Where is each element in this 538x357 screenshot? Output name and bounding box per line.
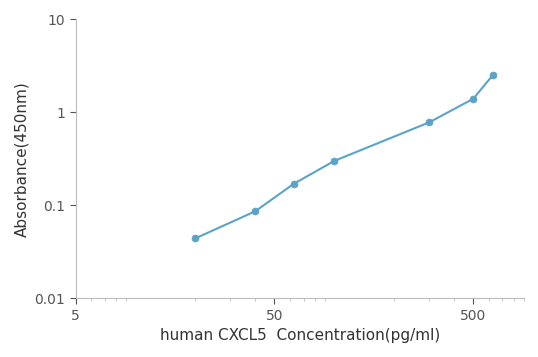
Y-axis label: Absorbance(450nm): Absorbance(450nm) [14,81,29,237]
X-axis label: human CXCL5  Concentration(pg/ml): human CXCL5 Concentration(pg/ml) [160,328,440,343]
